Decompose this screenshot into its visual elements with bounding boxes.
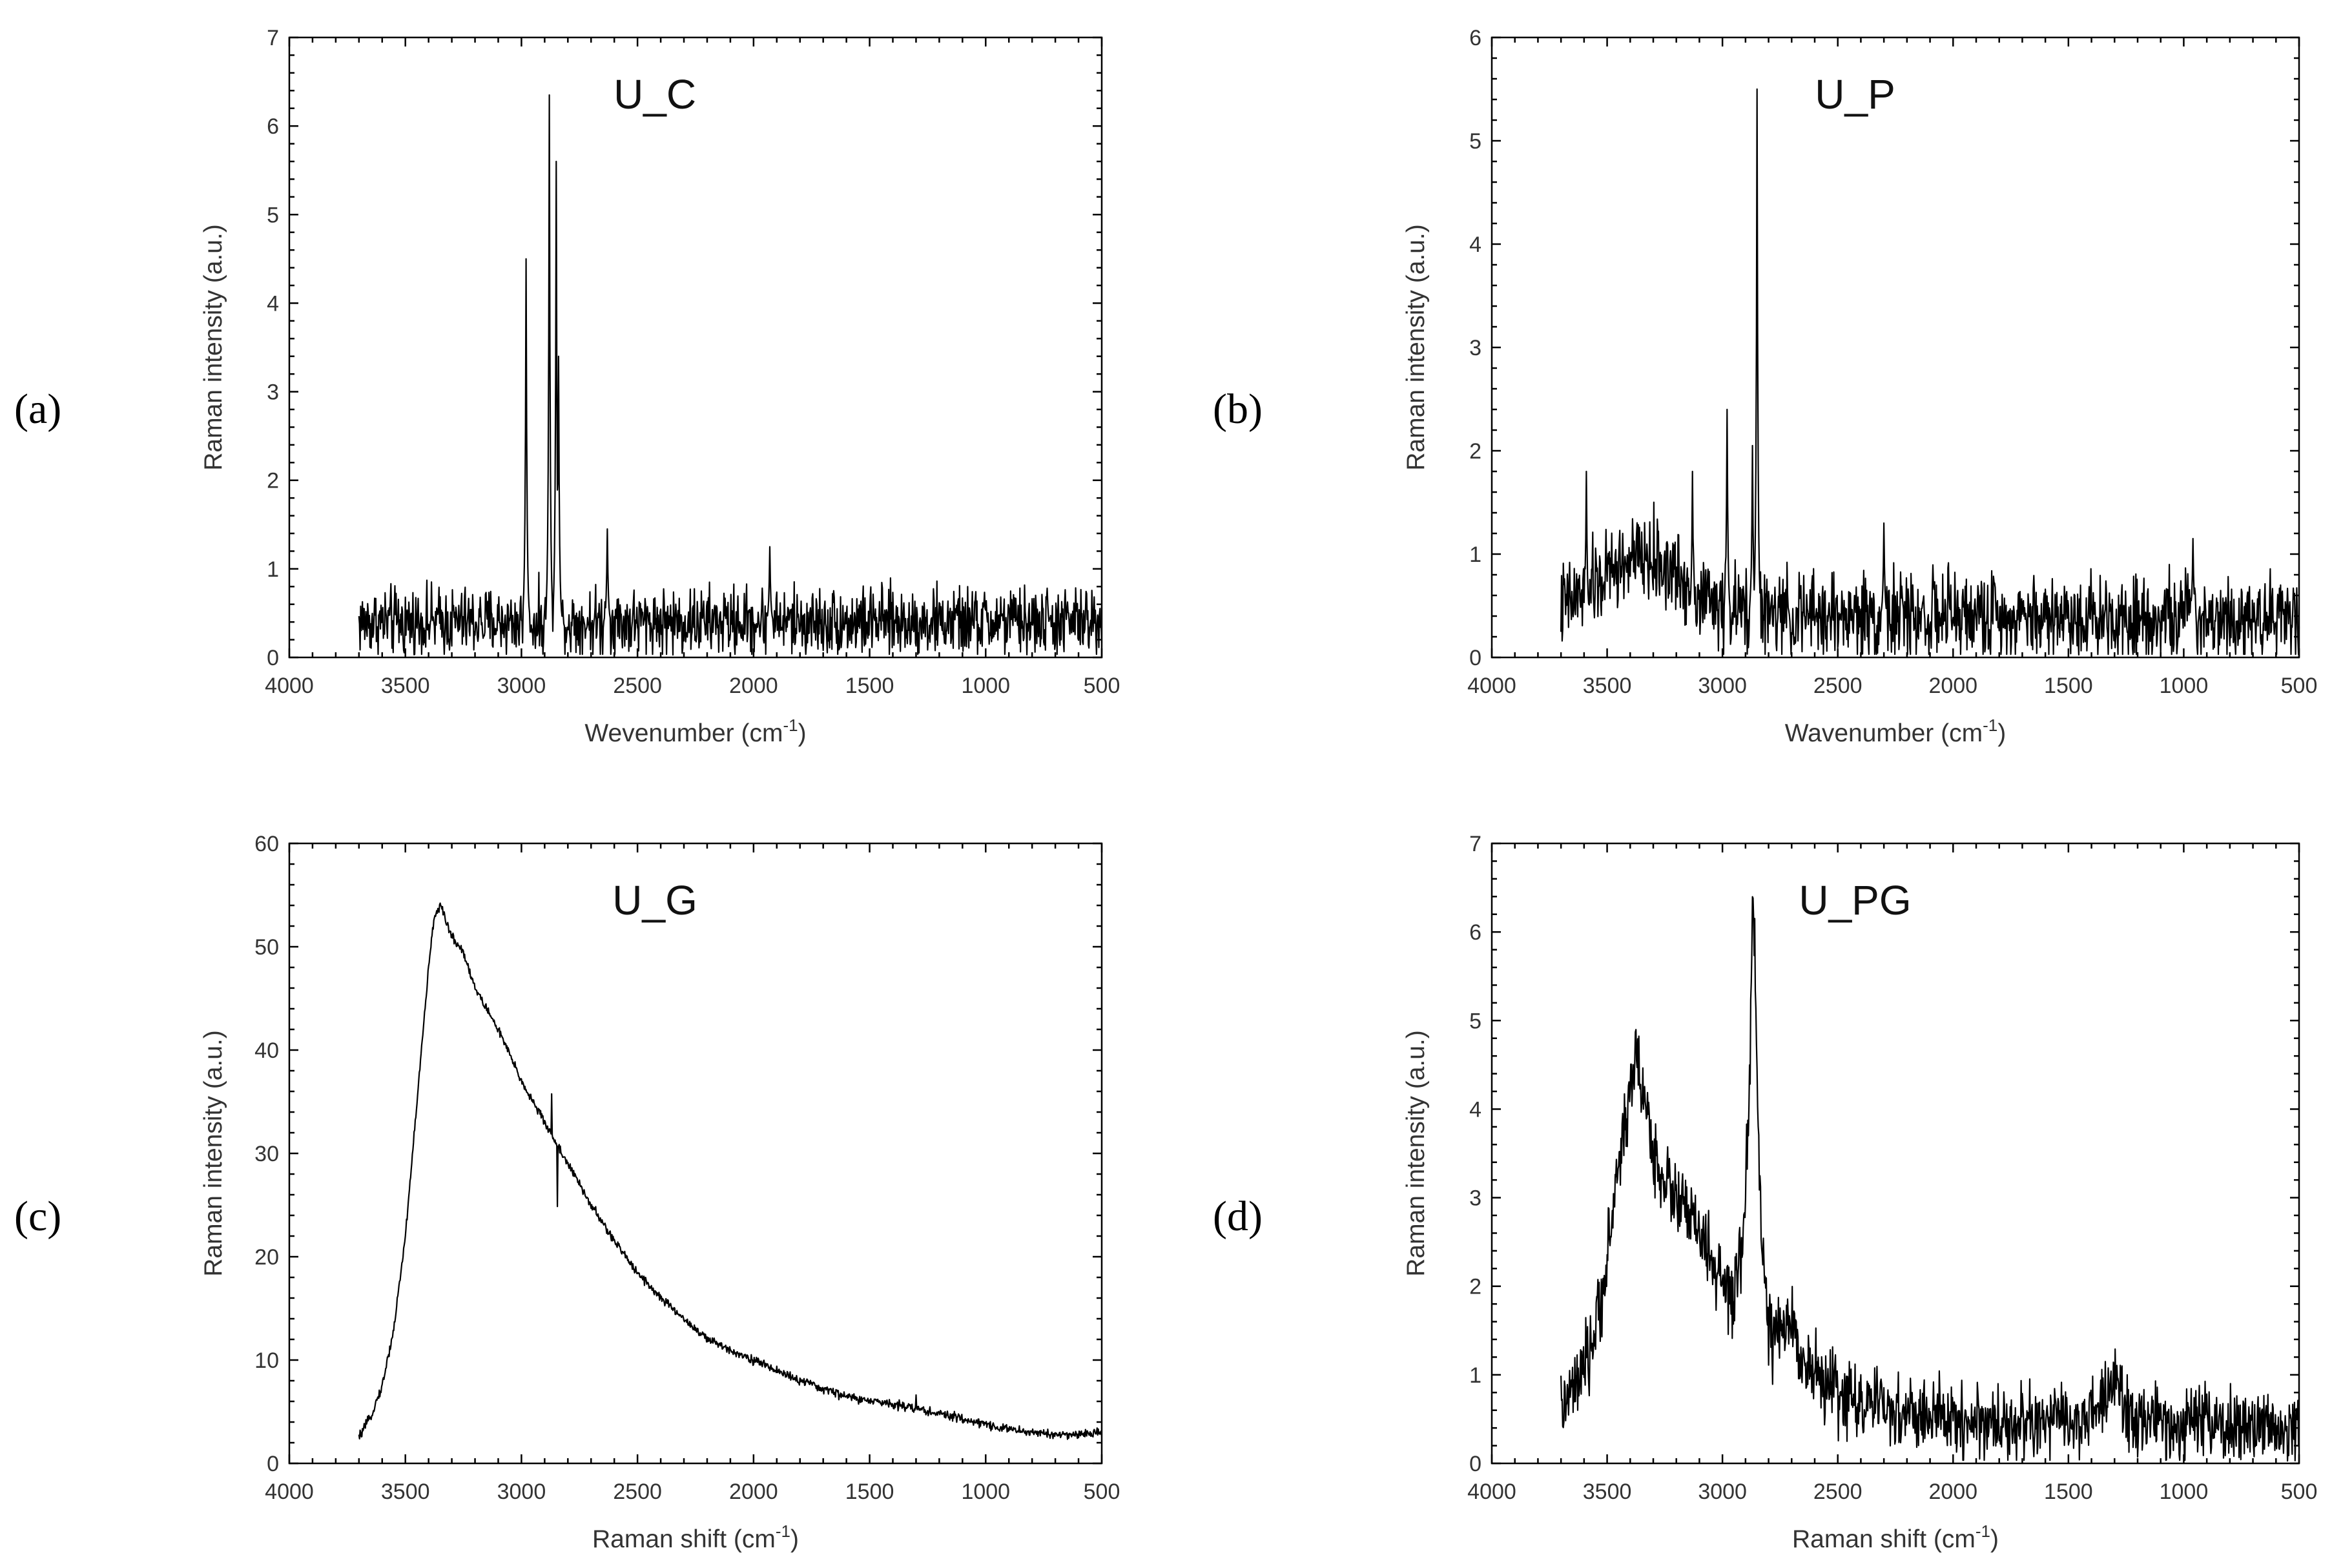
x-tick-label: 3000: [497, 1480, 546, 1504]
chart-title: U_C: [614, 71, 696, 118]
y-axis-title: Raman intensity (a.u.): [1402, 1030, 1430, 1277]
x-axis-title: Raman shift (cm-1): [592, 1522, 799, 1553]
y-axis-title: Raman intensity (a.u.): [200, 1030, 227, 1277]
panel-u-pg: (d) 4000 3500 3000 2500 2000 1500 1000 500 0 1 2 3 4 5…: [1213, 832, 2317, 1553]
x-tick-label: 3500: [381, 674, 430, 698]
y-tick-label: 7: [267, 26, 279, 50]
x-tick-label: 3500: [1583, 674, 1632, 698]
x-tick-label: 2500: [1813, 674, 1863, 698]
x-tick-label: 2000: [1928, 1480, 1977, 1504]
x-tick-label: 1500: [2044, 1480, 2093, 1504]
panel-label: (d): [1213, 1193, 1263, 1240]
y-tick-label: 0: [267, 646, 279, 670]
x-tick-label: 1500: [845, 674, 894, 698]
x-axis-title: Wavenumber (cm-1): [1785, 716, 2006, 747]
y-tick-label: 6: [1469, 26, 1481, 50]
x-tick-label: 1500: [845, 1480, 894, 1504]
panel-u-g: (c) 4000 3500 3000 2500 2000 1500 1000 500 0 10 20 3…: [14, 832, 1120, 1553]
y-tick-label: 5: [267, 203, 279, 227]
y-tick-label: 2: [267, 469, 279, 493]
x-tick-label: 1000: [961, 674, 1010, 698]
y-axis-title: Raman intensity (a.u.): [200, 224, 227, 471]
y-tick-label: 5: [1469, 129, 1481, 154]
x-tick-label: 500: [2281, 1480, 2318, 1504]
y-tick-label: 7: [1469, 832, 1481, 856]
x-tick-label: 3000: [1698, 1480, 1747, 1504]
y-tick-label: 3: [1469, 1186, 1481, 1211]
y-tick-label: 2: [1469, 1275, 1481, 1299]
panel-label: (a): [14, 386, 61, 433]
series-line-u-g: [358, 902, 1103, 1440]
y-tick-label: 2: [1469, 439, 1481, 464]
x-tick-label: 500: [1084, 1480, 1120, 1504]
y-tick-label: 5: [1469, 1009, 1481, 1033]
x-tick-label: 4000: [265, 1480, 314, 1504]
x-tick-label: 2000: [729, 1480, 778, 1504]
x-tick-label: 1000: [961, 1480, 1010, 1504]
chart-title: U_PG: [1799, 877, 1911, 923]
panel-u-c: (a) 4000 3500 3000 2500 2000 1500 1000 500 0 1 2 3 4 5…: [14, 26, 1120, 747]
x-tick-label: 4000: [1467, 674, 1516, 698]
y-tick-label: 60: [254, 832, 279, 856]
x-tick-label: 1000: [2160, 1480, 2209, 1504]
x-tick-label: 3000: [1698, 674, 1747, 698]
y-tick-label: 40: [254, 1038, 279, 1063]
y-tick-label: 3: [1469, 336, 1481, 360]
chart-title: U_G: [612, 877, 697, 923]
series-line-u-pg: [1560, 896, 2300, 1462]
x-tick-label: 2500: [613, 674, 662, 698]
y-tick-label: 3: [267, 380, 279, 405]
x-tick-label: 1000: [2160, 674, 2209, 698]
y-tick-label: 0: [267, 1452, 279, 1476]
plot-frame: [1491, 842, 2300, 1465]
series-line-u-c: [358, 94, 1103, 656]
plot-frame: [288, 36, 1103, 659]
y-tick-label: 1: [1469, 542, 1481, 567]
y-tick-label: 50: [254, 935, 279, 960]
y-axis-title: Raman intensity (a.u.): [1402, 224, 1430, 471]
y-tick-label: 6: [267, 114, 279, 139]
y-tick-label: 30: [254, 1142, 279, 1166]
x-tick-label: 3500: [1583, 1480, 1632, 1504]
y-tick-label: 0: [1469, 646, 1481, 670]
series-line-u-p: [1560, 88, 2300, 656]
y-tick-label: 4: [1469, 1097, 1481, 1122]
panel-u-p: (b) 4000 3500 3000 2500 2000 1500 1000 500 0 1 2 3 4 5…: [1213, 26, 2317, 747]
x-tick-label: 4000: [1467, 1480, 1516, 1504]
y-tick-label: 1: [267, 557, 279, 582]
x-axis-title: Wevenumber (cm-1): [584, 716, 806, 747]
x-tick-label: 2000: [729, 674, 778, 698]
plot-frame: [288, 842, 1103, 1465]
chart-title: U_P: [1815, 71, 1895, 118]
x-tick-label: 1500: [2044, 674, 2093, 698]
y-tick-label: 10: [254, 1348, 279, 1373]
x-tick-label: 4000: [265, 674, 314, 698]
panel-label: (c): [14, 1193, 61, 1240]
x-tick-label: 3000: [497, 674, 546, 698]
y-tick-label: 0: [1469, 1452, 1481, 1476]
x-tick-label: 2500: [613, 1480, 662, 1504]
y-tick-label: 20: [254, 1245, 279, 1270]
y-tick-label: 6: [1469, 920, 1481, 945]
y-tick-label: 4: [1469, 232, 1481, 257]
y-tick-label: 1: [1469, 1363, 1481, 1388]
panel-label: (b): [1213, 386, 1263, 433]
x-tick-label: 2500: [1813, 1480, 1863, 1504]
x-tick-label: 2000: [1928, 674, 1977, 698]
x-tick-label: 500: [1084, 674, 1120, 698]
x-tick-label: 3500: [381, 1480, 430, 1504]
y-tick-label: 4: [267, 291, 279, 316]
x-tick-label: 500: [2281, 674, 2318, 698]
x-axis-title: Raman shift (cm-1): [1792, 1522, 1999, 1553]
